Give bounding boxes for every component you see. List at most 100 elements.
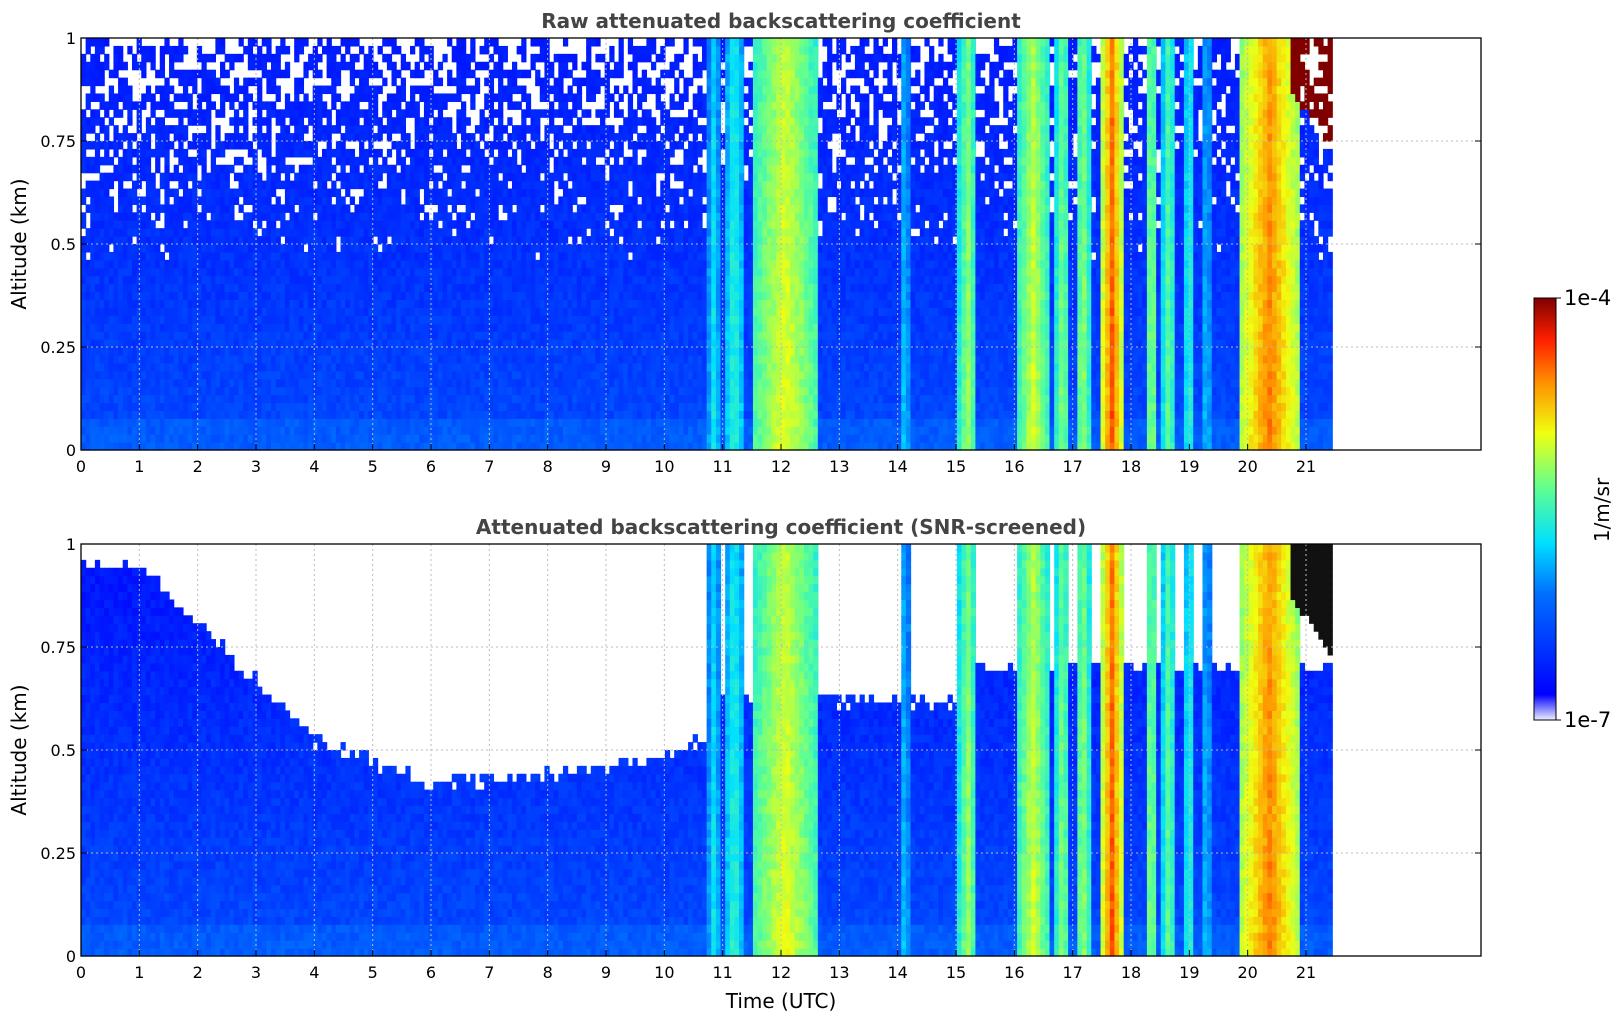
heatmap-cell [141, 275, 147, 285]
heatmap-cell [562, 133, 569, 142]
heatmap-cell [396, 315, 402, 324]
heatmap-cell [465, 259, 471, 269]
heatmap-cell [99, 212, 105, 221]
heatmap-cell [224, 220, 230, 229]
heatmap-cell [150, 307, 156, 316]
heatmap-cell [308, 267, 314, 277]
heatmap-cell [502, 394, 508, 404]
heatmap-cell [442, 141, 448, 150]
heatmap-cell [335, 402, 342, 411]
heatmap-cell [141, 133, 147, 142]
heatmap-cell [122, 244, 128, 253]
heatmap-cell [470, 339, 476, 348]
heatmap-cell [118, 53, 124, 63]
heatmap-cell [266, 101, 272, 110]
heatmap-cell [456, 45, 462, 55]
heatmap-cell [238, 347, 244, 356]
heatmap-cell [85, 125, 91, 134]
heatmap-cell [206, 204, 212, 213]
heatmap-cell [590, 148, 596, 158]
heatmap-cell [127, 156, 133, 166]
heatmap-cell [423, 347, 430, 356]
heatmap-cell [303, 331, 309, 340]
heatmap-cell [210, 77, 216, 87]
heatmap-cell [321, 315, 328, 324]
heatmap-cell [99, 362, 105, 372]
heatmap-cell [252, 299, 258, 308]
heatmap-cell [363, 347, 369, 356]
heatmap-cell [363, 77, 369, 87]
heatmap-cell [238, 378, 244, 388]
heatmap-cell [544, 148, 550, 158]
heatmap-cell [159, 410, 166, 419]
heatmap-cell [85, 117, 91, 126]
heatmap-cell [164, 172, 170, 182]
heatmap-cell [113, 45, 119, 55]
heatmap-cell [437, 259, 444, 269]
heatmap-cell [280, 426, 286, 435]
heatmap-cell [576, 172, 583, 182]
heatmap-cell [586, 236, 592, 245]
heatmap-cell [396, 196, 402, 205]
heatmap-cell [201, 434, 207, 443]
heatmap-cell [215, 148, 221, 158]
heatmap-cell [363, 331, 369, 340]
heatmap-cell [521, 386, 527, 396]
heatmap-cell [122, 434, 128, 443]
heatmap-cell [118, 204, 124, 213]
heatmap-cell [521, 426, 527, 435]
heatmap-cell [414, 394, 420, 404]
heatmap-cell [553, 275, 559, 285]
heatmap-cell [400, 244, 406, 253]
heatmap-cell [182, 236, 189, 245]
heatmap-cell [173, 236, 179, 245]
heatmap-cell [349, 109, 356, 118]
heatmap-cell [266, 283, 272, 293]
heatmap-cell [280, 386, 286, 396]
heatmap-cell [261, 323, 267, 332]
heatmap-cell [474, 259, 481, 269]
heatmap-cell [247, 347, 254, 356]
heatmap-cell [81, 77, 87, 87]
heatmap-cell [104, 156, 110, 166]
heatmap-cell [178, 196, 184, 205]
heatmap-cell [321, 236, 328, 245]
heatmap-cell [90, 323, 96, 332]
heatmap-cell [382, 378, 388, 388]
heatmap-cell [525, 236, 532, 245]
heatmap-cell [178, 347, 184, 356]
heatmap-cell [90, 53, 96, 63]
heatmap-cell [391, 370, 397, 380]
heatmap-cell [572, 394, 578, 404]
heatmap-cell [461, 291, 467, 301]
heatmap-cell [284, 418, 291, 427]
heatmap-cell [308, 251, 314, 261]
heatmap-cell [178, 442, 184, 451]
heatmap-cell [271, 109, 277, 118]
heatmap-cell [511, 442, 518, 451]
heatmap-cell [447, 418, 453, 427]
heatmap-cell [155, 339, 161, 348]
heatmap-cell [377, 370, 383, 380]
heatmap-cell [220, 188, 226, 198]
heatmap-cell [567, 69, 573, 79]
heatmap-cell [289, 378, 295, 388]
heatmap-cell [326, 53, 332, 63]
heatmap-cell [99, 93, 105, 102]
heatmap-cell [238, 315, 244, 324]
heatmap-cell [141, 212, 147, 221]
heatmap-cell [572, 291, 578, 301]
heatmap-cell [414, 156, 420, 166]
heatmap-cell [461, 188, 467, 198]
heatmap-cell [317, 101, 323, 110]
heatmap-cell [576, 410, 583, 419]
heatmap-cell [104, 204, 110, 213]
heatmap-cell [479, 378, 485, 388]
heatmap-cell [447, 38, 453, 47]
heatmap-cell [210, 188, 216, 198]
heatmap-cell [321, 299, 328, 308]
heatmap-cell [81, 156, 87, 166]
heatmap-cell [544, 402, 550, 411]
heatmap-cell [419, 236, 425, 245]
heatmap-cell [81, 236, 87, 245]
